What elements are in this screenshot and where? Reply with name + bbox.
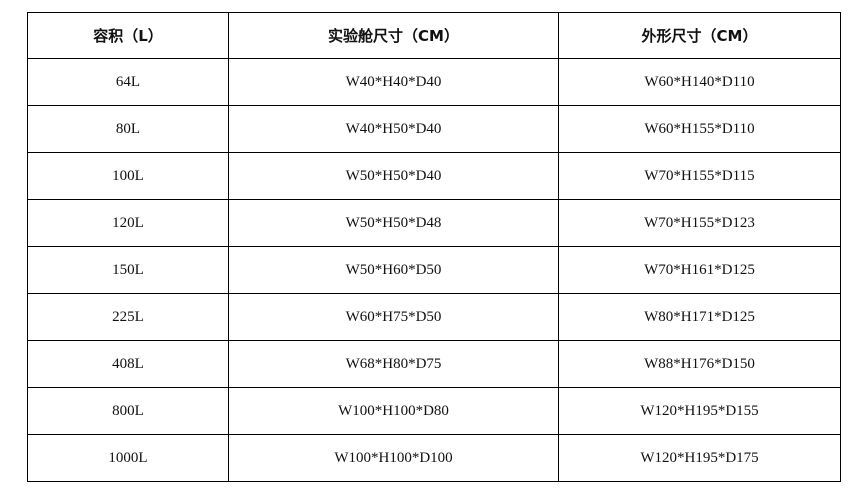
table-row: 120L W50*H50*D48 W70*H155*D123 — [27, 199, 841, 247]
header-volume: 容积（L） — [27, 12, 229, 59]
cell-volume: 150L — [27, 246, 229, 294]
table-row: 225L W60*H75*D50 W80*H171*D125 — [27, 293, 841, 341]
cell-outer-size: W70*H155*D123 — [558, 199, 841, 247]
cell-chamber-size: W40*H40*D40 — [228, 58, 559, 106]
cell-volume: 408L — [27, 340, 229, 388]
cell-outer-size: W70*H161*D125 — [558, 246, 841, 294]
cell-chamber-size: W100*H100*D100 — [228, 434, 559, 482]
table-row: 800L W100*H100*D80 W120*H195*D155 — [27, 387, 841, 435]
table-row: 80L W40*H50*D40 W60*H155*D110 — [27, 105, 841, 153]
cell-volume: 100L — [27, 152, 229, 200]
cell-outer-size: W60*H140*D110 — [558, 58, 841, 106]
table-row: 100L W50*H50*D40 W70*H155*D115 — [27, 152, 841, 200]
header-outer-size: 外形尺寸（CM） — [558, 12, 841, 59]
cell-volume: 800L — [27, 387, 229, 435]
header-chamber-size: 实验舱尺寸（CM） — [228, 12, 559, 59]
table-row: 64L W40*H40*D40 W60*H140*D110 — [27, 58, 841, 106]
cell-outer-size: W120*H195*D155 — [558, 387, 841, 435]
cell-volume: 120L — [27, 199, 229, 247]
cell-chamber-size: W100*H100*D80 — [228, 387, 559, 435]
cell-chamber-size: W50*H60*D50 — [228, 246, 559, 294]
cell-chamber-size: W68*H80*D75 — [228, 340, 559, 388]
cell-chamber-size: W50*H50*D48 — [228, 199, 559, 247]
cell-chamber-size: W60*H75*D50 — [228, 293, 559, 341]
table-row: 1000L W100*H100*D100 W120*H195*D175 — [27, 434, 841, 482]
cell-chamber-size: W50*H50*D40 — [228, 152, 559, 200]
cell-outer-size: W80*H171*D125 — [558, 293, 841, 341]
table-row: 408L W68*H80*D75 W88*H176*D150 — [27, 340, 841, 388]
cell-volume: 80L — [27, 105, 229, 153]
header-row: 容积（L） 实验舱尺寸（CM） 外形尺寸（CM） — [27, 12, 841, 59]
table-row: 150L W50*H60*D50 W70*H161*D125 — [27, 246, 841, 294]
spec-table: 容积（L） 实验舱尺寸（CM） 外形尺寸（CM） 64L W40*H40*D40 W… — [27, 12, 841, 482]
cell-outer-size: W60*H155*D110 — [558, 105, 841, 153]
cell-volume: 64L — [27, 58, 229, 106]
cell-outer-size: W88*H176*D150 — [558, 340, 841, 388]
cell-volume: 1000L — [27, 434, 229, 482]
cell-chamber-size: W40*H50*D40 — [228, 105, 559, 153]
cell-outer-size: W120*H195*D175 — [558, 434, 841, 482]
cell-volume: 225L — [27, 293, 229, 341]
cell-outer-size: W70*H155*D115 — [558, 152, 841, 200]
